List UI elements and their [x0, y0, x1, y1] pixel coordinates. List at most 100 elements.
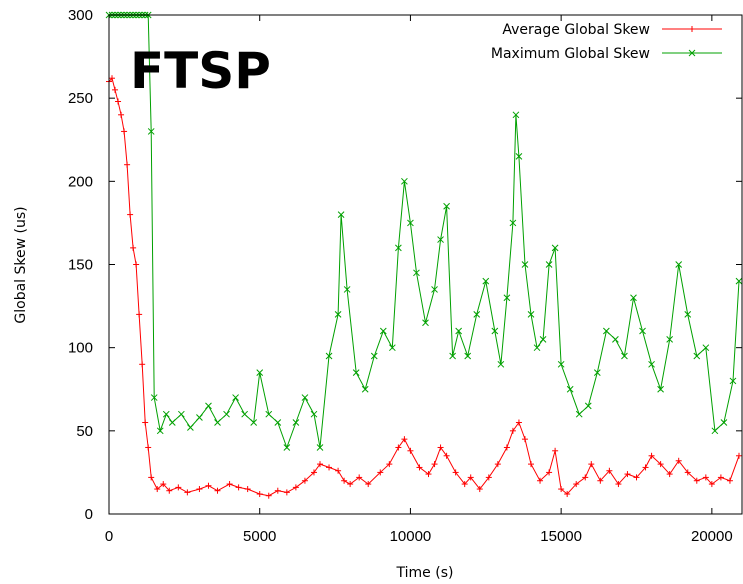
maximum-skew-point — [521, 261, 529, 268]
average-skew-point — [509, 427, 516, 434]
average-skew-point — [395, 444, 402, 451]
average-skew-point — [148, 474, 155, 481]
average-skew-point — [124, 161, 131, 168]
y-axis-label: Global Skew (us) — [13, 206, 29, 323]
maximum-skew-point — [265, 410, 273, 418]
x-tick-label: 20000 — [691, 528, 733, 545]
maximum-skew-point — [352, 369, 360, 376]
maximum-skew-point — [431, 286, 438, 293]
maximum-skew-point — [301, 394, 309, 401]
maximum-skew-point — [621, 352, 628, 360]
maximum-skew-point — [337, 211, 345, 218]
maximum-skew-point — [292, 419, 300, 426]
maximum-skew-point — [545, 261, 553, 268]
maximum-skew-point — [503, 294, 511, 302]
maximum-skew-point — [711, 427, 719, 435]
average-skew-point — [377, 469, 384, 476]
average-skew-point — [347, 481, 354, 488]
average-skew-point — [118, 111, 125, 118]
average-skew-point — [196, 486, 203, 493]
maximum-skew-point — [401, 177, 408, 185]
maximum-skew-point — [648, 360, 655, 368]
average-skew-point — [717, 474, 724, 481]
average-skew-point — [648, 452, 655, 459]
average-skew-point — [443, 452, 450, 459]
average-skew-point — [521, 436, 528, 443]
average-skew-series — [106, 75, 742, 499]
chart-title: FTSP — [130, 42, 271, 100]
average-skew-point — [214, 487, 221, 494]
average-skew-point — [431, 461, 438, 468]
maximum-skew-point — [443, 202, 450, 210]
average-skew-point — [356, 474, 363, 481]
average-skew-point — [702, 474, 709, 481]
maximum-skew-point — [612, 335, 619, 343]
maximum-skew-point — [150, 394, 158, 401]
average-skew-point — [365, 481, 372, 488]
average-skew-point — [693, 477, 700, 484]
y-tick-label: 150 — [68, 257, 93, 274]
average-skew-point — [552, 447, 559, 454]
average-skew-point — [244, 486, 251, 493]
maximum-skew-point — [437, 236, 444, 243]
maximum-skew-point — [551, 244, 559, 252]
x-axis-ticks: 0 5000 10000 15000 20000 — [105, 15, 733, 545]
average-skew-point — [515, 419, 522, 426]
y-tick-label: 100 — [68, 340, 93, 357]
average-skew-point — [265, 492, 272, 499]
maximum-skew-point — [584, 402, 592, 410]
y-tick-label: 250 — [68, 90, 93, 107]
maximum-skew-point — [515, 153, 523, 160]
legend: Average Global Skew Maximum Global Skew — [491, 22, 722, 62]
average-skew-point — [476, 486, 483, 493]
maximum-skew-point — [162, 410, 170, 418]
maximum-skew-point — [473, 311, 481, 318]
average-skew-point — [335, 467, 342, 474]
average-skew-point — [109, 75, 116, 82]
maximum-skew-point — [205, 402, 212, 410]
average-skew-point — [274, 487, 281, 494]
average-skew-point — [184, 489, 191, 496]
average-skew-point — [166, 487, 173, 494]
maximum-skew-point — [464, 352, 472, 360]
average-skew-point — [326, 464, 333, 471]
average-skew-point — [317, 461, 323, 468]
average-skew-point — [467, 474, 474, 481]
maximum-skew-point — [370, 352, 378, 360]
x-tick-label: 5000 — [243, 528, 276, 545]
maximum-skew-point — [241, 410, 248, 418]
maximum-skew-point — [497, 360, 505, 368]
average-skew-point — [597, 477, 604, 484]
x-tick-label: 10000 — [390, 528, 432, 545]
average-skew-point — [386, 461, 393, 468]
y-axis-ticks: 0 50 100 150 200 250 300 — [68, 7, 742, 523]
average-skew-point — [528, 461, 534, 468]
maximum-skew-point — [343, 286, 351, 293]
maximum-skew-point — [675, 261, 683, 268]
maximum-skew-point — [455, 327, 463, 335]
average-skew-point — [452, 469, 459, 476]
maximum-skew-point — [422, 319, 429, 327]
maximum-skew-point — [274, 419, 282, 426]
maximum-skew-point — [720, 419, 728, 426]
average-skew-point — [606, 467, 613, 474]
average-skew-point — [546, 469, 553, 476]
y-tick-label: 0 — [85, 506, 93, 523]
average-skew-point — [624, 471, 631, 478]
maximum-skew-point — [256, 369, 264, 376]
legend-swatch-marker — [689, 26, 695, 32]
maximum-skew-point — [684, 311, 692, 318]
maximum-skew-point — [693, 352, 701, 360]
average-skew-point — [139, 361, 146, 368]
y-tick-label: 200 — [68, 173, 93, 190]
maximum-skew-point — [729, 377, 737, 385]
maximum-skew-point — [657, 385, 664, 393]
average-skew-point — [292, 484, 299, 491]
average-skew-point — [130, 244, 137, 251]
maximum-skew-point — [334, 311, 342, 318]
maximum-skew-point — [168, 419, 176, 426]
average-skew-point — [112, 86, 119, 93]
legend-label: Average Global Skew — [502, 22, 650, 38]
maximum-skew-point — [527, 311, 535, 318]
average-skew-point — [416, 464, 423, 471]
